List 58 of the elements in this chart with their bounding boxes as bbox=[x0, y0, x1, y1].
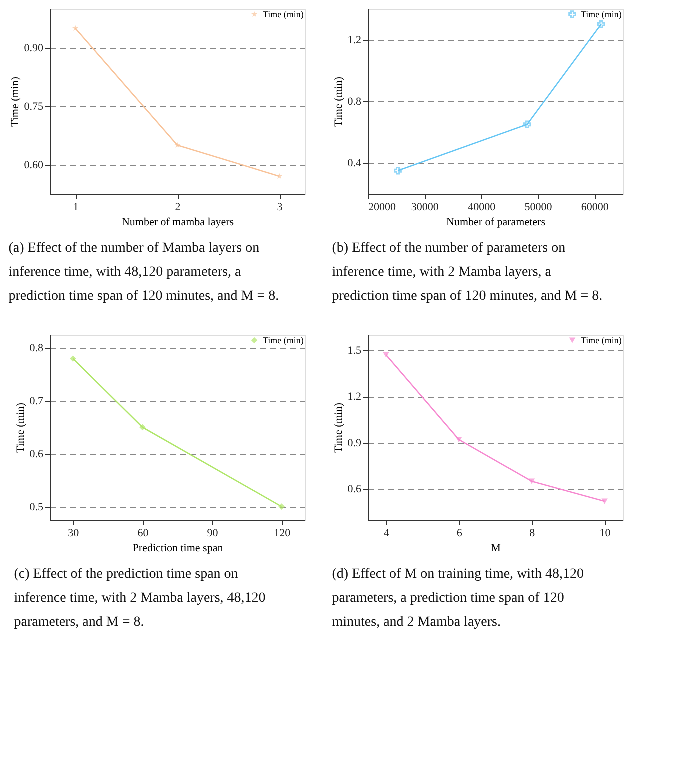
y-axis-title: Time (min) bbox=[9, 76, 22, 128]
x-tick-label: 40000 bbox=[468, 202, 496, 214]
point bbox=[174, 142, 181, 148]
y-tick-label: 1.2 bbox=[348, 34, 362, 46]
legend-label: Time (min) bbox=[263, 10, 304, 20]
y-tick-label: 0.7 bbox=[30, 396, 44, 408]
y-tick-label: 0.6 bbox=[348, 484, 362, 496]
point bbox=[456, 437, 462, 443]
x-tick-label: 120 bbox=[274, 528, 292, 540]
text: (d) Effect of M on training time, with 48,120 parameters, a prediction time span of 120 minutes, and 2 Mamba layers. bbox=[332, 567, 584, 630]
x-tick-label: 60000 bbox=[581, 202, 610, 214]
y-tick-label: 0.75 bbox=[24, 100, 44, 113]
y-tick-label: 0.5 bbox=[30, 501, 44, 514]
y-tick-label: 0.8 bbox=[30, 342, 44, 355]
x-axis-title: Number of mamba layers bbox=[122, 216, 234, 228]
point bbox=[523, 120, 532, 129]
y-tick-label: 0.60 bbox=[24, 159, 44, 172]
legend-label: Time (min) bbox=[263, 336, 304, 346]
x-axis-title: Number of parameters bbox=[446, 216, 546, 228]
x-tick-label: 30000 bbox=[411, 202, 440, 214]
x-tick-label: 2 bbox=[175, 202, 181, 214]
x-tick-label: 4 bbox=[384, 528, 390, 540]
legend-label: Time (min) bbox=[581, 336, 622, 346]
y-tick-label: 0.90 bbox=[24, 42, 44, 54]
x-tick-label: 90 bbox=[207, 528, 219, 540]
x-tick-label: 60 bbox=[138, 528, 150, 540]
point bbox=[394, 166, 402, 175]
y-tick-label: 0.9 bbox=[348, 437, 362, 450]
point bbox=[602, 498, 608, 504]
x-tick-label: 20000 bbox=[368, 202, 396, 214]
y-axis-title: Time (min) bbox=[14, 402, 27, 454]
x-tick-label: 6 bbox=[456, 528, 463, 540]
point bbox=[72, 25, 79, 32]
legend-label: Time (min) bbox=[581, 10, 622, 20]
x-axis-title: M bbox=[491, 542, 502, 554]
text: (b) Effect of the number of parameters on inference time, with 2 Mamba layers, a prediction time span of 120 minutes, and M = 8. bbox=[332, 241, 603, 304]
y-tick-label: 0.6 bbox=[30, 448, 44, 460]
x-tick-label: 1 bbox=[73, 202, 79, 214]
x-tick-label: 8 bbox=[530, 528, 536, 540]
y-axis-title: Time (min) bbox=[332, 76, 345, 128]
y-tick-label: 0.4 bbox=[348, 158, 362, 170]
x-tick-label: 3 bbox=[277, 202, 284, 214]
text: (a) Effect of the number of Mamba layers on inference time, with 48,120 parameters, a prediction time span of 120 minutes, and M = 8. bbox=[8, 241, 280, 304]
x-tick-label: 50000 bbox=[524, 202, 553, 214]
point bbox=[140, 424, 146, 431]
point bbox=[383, 352, 390, 358]
point bbox=[597, 20, 606, 28]
y-tick-label: 1.5 bbox=[348, 344, 362, 357]
y-tick-label: 0.8 bbox=[348, 96, 362, 108]
y-axis-title: Time (min) bbox=[332, 402, 345, 454]
x-axis-title: Prediction time span bbox=[132, 542, 224, 554]
x-tick-label: 10 bbox=[600, 528, 612, 540]
point bbox=[528, 478, 536, 484]
point bbox=[70, 356, 76, 362]
x-tick-label: 30 bbox=[68, 528, 80, 540]
y-tick-label: 1.2 bbox=[348, 391, 362, 404]
text: (c) Effect of the prediction time span on inference time, with 2 Mamba layers, 48,120 parameters, and M = 8. bbox=[14, 567, 266, 630]
point bbox=[278, 504, 285, 510]
